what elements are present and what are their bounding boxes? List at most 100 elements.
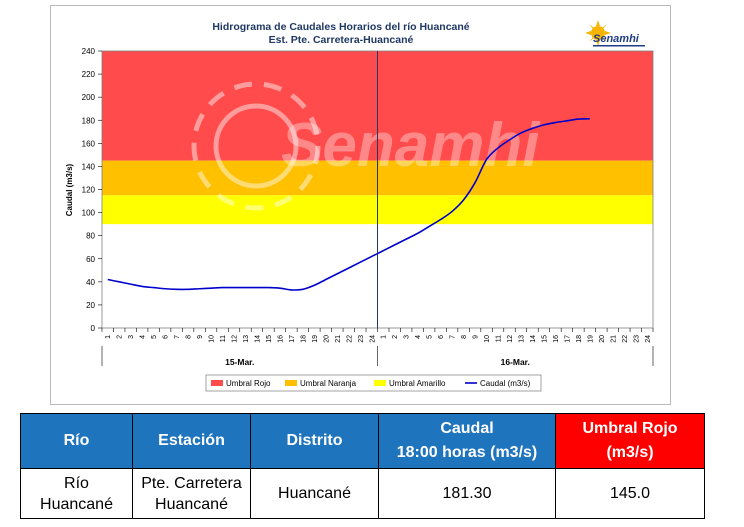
chart-title: Hidrograma de Caudales Horarios del río … (212, 21, 469, 33)
x-tick-label: 11 (496, 335, 503, 342)
summary-table: Río Estación Distrito Caudal 18:00 horas… (20, 413, 705, 519)
header-rio: Río (20, 413, 133, 469)
x-tick-label: 2 (117, 335, 124, 339)
cell-estacion-line2: Huancané (155, 495, 228, 513)
x-tick-label: 12 (507, 335, 514, 343)
x-tick-label: 13 (243, 335, 250, 343)
logo-text: Senamhi (593, 33, 640, 45)
x-tick-label: 20 (323, 335, 330, 343)
x-tick-label: 7 (174, 335, 181, 339)
y-tick-label: 0 (91, 324, 96, 333)
x-tick-label: 1 (105, 335, 112, 339)
legend-swatch-rojo (211, 380, 223, 386)
cell-estacion: Pte. Carretera Huancané (132, 468, 251, 519)
x-tick-label: 10 (209, 335, 216, 343)
x-tick-label: 24 (645, 335, 652, 343)
x-tick-label: 9 (197, 335, 204, 339)
x-tick-label: 17 (564, 335, 571, 343)
x-tick-label: 14 (530, 335, 537, 343)
watermark-text: Senamhi (281, 111, 541, 180)
cell-estacion-line1: Pte. Carretera (141, 474, 242, 492)
x-tick-label: 4 (140, 335, 147, 339)
x-tick-label: 23 (633, 335, 640, 343)
y-tick-label: 100 (82, 209, 96, 218)
chart-subtitle: Est. Pte. Carretera-Huancané (269, 34, 414, 46)
curve-layer (107, 117, 590, 291)
legend-label-rojo: Umbral Rojo (226, 379, 271, 388)
x-tick-label: 23 (358, 335, 365, 343)
y-tick-label: 80 (86, 232, 95, 241)
x-tick-label: 22 (622, 335, 629, 343)
legend-label-naranja: Umbral Naranja (300, 379, 357, 388)
x-tick-label: 16 (277, 335, 284, 343)
x-tick-label: 2 (392, 335, 399, 339)
header-distrito: Distrito (250, 413, 379, 469)
cell-rio: Río Huancané (20, 468, 133, 519)
x-tick-label: 7 (450, 335, 457, 339)
header-umbral-rojo: Umbral Rojo (m3/s) (555, 413, 705, 469)
y-tick-label: 120 (82, 186, 96, 195)
x-tick-label: 5 (427, 335, 434, 339)
senamhi-watermark: Senamhi (191, 81, 541, 211)
y-tick-label: 160 (82, 139, 96, 148)
x-tick-label: 19 (587, 335, 594, 343)
senamhi-logo: Senamhi (585, 20, 645, 47)
y-tick-label: 20 (86, 301, 95, 310)
x-tick-label: 14 (254, 335, 261, 343)
x-tick-label: 12 (232, 335, 239, 343)
x-tick-label: 5 (151, 335, 158, 339)
chart-svg: Hidrograma de Caudales Horarios del río … (65, 20, 654, 392)
day-label: 16-Mar. (501, 357, 530, 367)
watermark-sun-icon (191, 81, 321, 211)
x-tick-label: 4 (415, 335, 422, 339)
table-header-row: Río Estación Distrito Caudal 18:00 horas… (20, 413, 705, 469)
x-tick-label: 18 (300, 335, 307, 343)
x-tick-label: 11 (220, 335, 227, 342)
y-tick-label: 220 (82, 70, 96, 79)
y-tick-label: 180 (82, 116, 96, 125)
x-tick-label: 24 (369, 335, 376, 343)
x-tick-label: 3 (404, 335, 411, 339)
x-tick-label: 16 (553, 335, 560, 343)
legend-swatch-naranja (285, 380, 297, 386)
cell-caudal: 181.30 (378, 468, 556, 519)
hydrograph-chart: Hidrograma de Caudales Horarios del río … (50, 5, 671, 405)
series-line-caudal (107, 117, 590, 291)
x-tick-label: 21 (335, 335, 342, 343)
x-tick-label: 6 (438, 335, 445, 339)
x-tick-label: 20 (599, 335, 606, 343)
cell-distrito: Huancané (250, 468, 379, 519)
x-tick-label: 6 (163, 335, 170, 339)
x-tick-label: 8 (461, 335, 468, 339)
x-tick-label: 15 (541, 335, 548, 343)
header-caudal-line1: Caudal (440, 420, 494, 437)
cell-umbral: 145.0 (555, 468, 705, 519)
header-estacion: Estación (132, 413, 251, 469)
y-tick-label: 200 (82, 93, 96, 102)
sun-icon (585, 20, 611, 46)
header-umbral-line1: Umbral Rojo (582, 420, 678, 437)
y-tick-label: 40 (86, 278, 95, 287)
legend-label-amarillo: Umbral Amarillo (389, 379, 446, 388)
x-tick-label: 21 (610, 335, 617, 343)
header-caudal: Caudal 18:00 horas (m3/s) (378, 413, 556, 469)
y-tick-label: 240 (82, 47, 96, 56)
x-tick-label: 18 (576, 335, 583, 343)
x-tick-label: 9 (473, 335, 480, 339)
x-tick-label: 8 (186, 335, 193, 339)
x-tick-label: 1 (381, 335, 388, 339)
day-label: 15-Mar. (225, 357, 254, 367)
x-tick-label: 10 (484, 335, 491, 343)
x-tick-label: 3 (128, 335, 135, 339)
chart-legend: Umbral Rojo Umbral Naranja Umbral Amaril… (205, 374, 542, 392)
header-caudal-line2: 18:00 horas (m3/s) (396, 444, 538, 461)
x-tick-label: 17 (289, 335, 296, 343)
y-tick-label: 60 (86, 255, 95, 264)
header-umbral-line2: (m3/s) (606, 444, 654, 461)
legend-label-caudal: Caudal (m3/s) (480, 379, 531, 388)
table-row: Río Huancané Pte. Carretera Huancané Hua… (20, 468, 705, 519)
cell-rio-line1: Río (64, 474, 89, 492)
x-tick-label: 19 (312, 335, 319, 343)
x-tick-label: 22 (346, 335, 353, 343)
